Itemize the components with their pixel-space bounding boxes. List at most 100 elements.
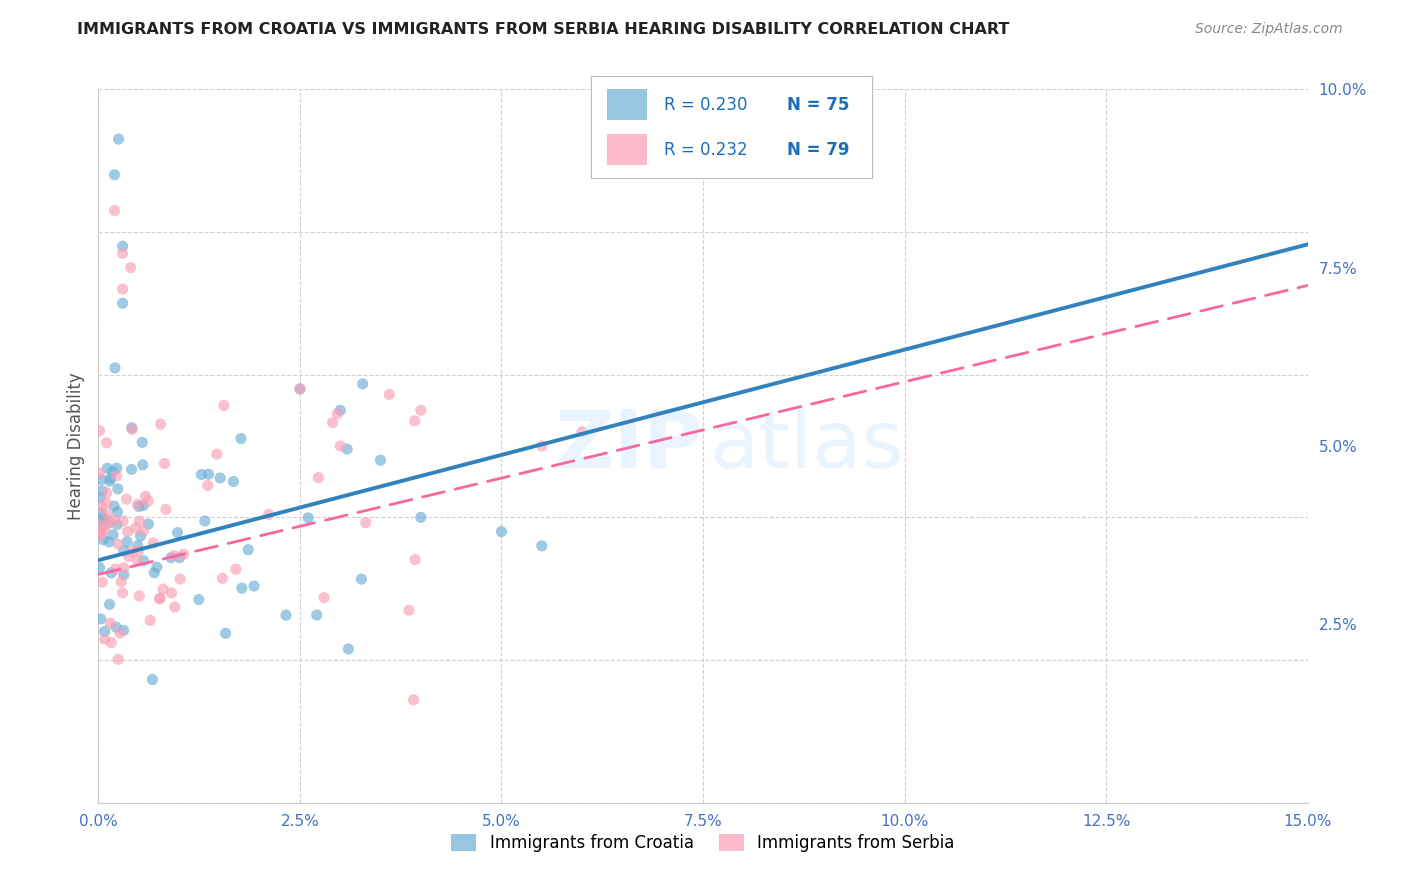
Point (337, 642, 360, 657)
Point (155, 502, 177, 516)
Point (274, 608, 297, 623)
Point (205, 447, 228, 461)
Point (100, 471, 122, 485)
Point (107, 652, 129, 666)
Text: N = 75: N = 75 (787, 95, 849, 113)
Point (404, 414, 426, 428)
Point (197, 478, 219, 492)
Point (329, 439, 352, 453)
Point (104, 562, 127, 576)
Point (197, 467, 219, 482)
Point (571, 425, 593, 439)
Legend: Immigrants from Croatia, Immigrants from Serbia: Immigrants from Croatia, Immigrants from… (444, 827, 962, 859)
Bar (607, 89, 647, 120)
Point (105, 468, 128, 483)
Point (149, 591, 172, 606)
Point (149, 591, 172, 606)
Text: ZIP: ZIP (555, 407, 703, 485)
Point (107, 505, 129, 519)
Point (141, 673, 163, 687)
Point (312, 591, 335, 605)
Point (128, 500, 150, 514)
Point (98, 474, 121, 488)
Point (288, 382, 311, 396)
Point (89, 491, 111, 505)
Point (87, 517, 110, 532)
Point (231, 581, 253, 595)
Point (129, 529, 152, 543)
Point (107, 482, 129, 496)
Point (100, 635, 122, 649)
Point (121, 544, 143, 558)
Point (93, 514, 115, 528)
Point (120, 260, 142, 275)
Point (89, 561, 111, 575)
Point (127, 553, 149, 567)
Point (101, 465, 124, 479)
Point (131, 435, 153, 450)
Point (103, 203, 125, 218)
Point (530, 539, 553, 553)
Point (152, 582, 174, 596)
Point (111, 239, 134, 253)
Point (96, 508, 118, 522)
Point (305, 607, 328, 622)
Point (111, 282, 134, 296)
Point (297, 511, 319, 525)
Point (93, 624, 115, 639)
Point (128, 543, 150, 558)
Text: IMMIGRANTS FROM CROATIA VS IMMIGRANTS FROM SERBIA HEARING DISABILITY CORRELATION: IMMIGRANTS FROM CROATIA VS IMMIGRANTS FR… (77, 22, 1010, 37)
Point (169, 550, 191, 565)
Point (138, 516, 160, 531)
Point (211, 571, 233, 585)
Point (136, 494, 159, 508)
Point (115, 534, 138, 549)
Point (108, 626, 131, 640)
Point (404, 552, 426, 566)
Point (115, 492, 138, 507)
Point (143, 566, 166, 580)
Point (409, 510, 432, 524)
Point (98, 597, 121, 611)
Point (112, 567, 135, 582)
Point (100, 566, 122, 580)
Point (190, 467, 212, 482)
Point (243, 579, 266, 593)
Point (288, 382, 311, 396)
Point (491, 524, 513, 539)
Point (89, 506, 111, 520)
Point (103, 499, 125, 513)
Point (530, 439, 553, 453)
Point (132, 554, 155, 568)
Point (329, 403, 352, 417)
Point (212, 399, 235, 413)
Point (89, 527, 111, 541)
Text: R = 0.230: R = 0.230 (664, 95, 747, 113)
Point (336, 442, 359, 456)
Point (229, 432, 252, 446)
Point (350, 572, 373, 586)
Point (173, 547, 195, 561)
Point (121, 421, 143, 435)
Point (222, 475, 245, 489)
Point (90, 527, 112, 541)
Point (97, 516, 120, 530)
Point (96, 486, 118, 500)
Point (93, 632, 115, 646)
Point (128, 589, 150, 603)
Point (132, 458, 155, 472)
Point (98, 534, 121, 549)
Point (409, 403, 432, 417)
Point (107, 132, 129, 146)
Point (96, 461, 118, 475)
Point (90, 473, 112, 487)
Point (402, 693, 425, 707)
Point (112, 624, 135, 638)
Point (132, 499, 155, 513)
Point (153, 457, 176, 471)
Point (149, 417, 172, 431)
Point (98, 616, 121, 631)
Point (105, 620, 128, 634)
Point (112, 514, 135, 528)
Point (139, 613, 162, 627)
